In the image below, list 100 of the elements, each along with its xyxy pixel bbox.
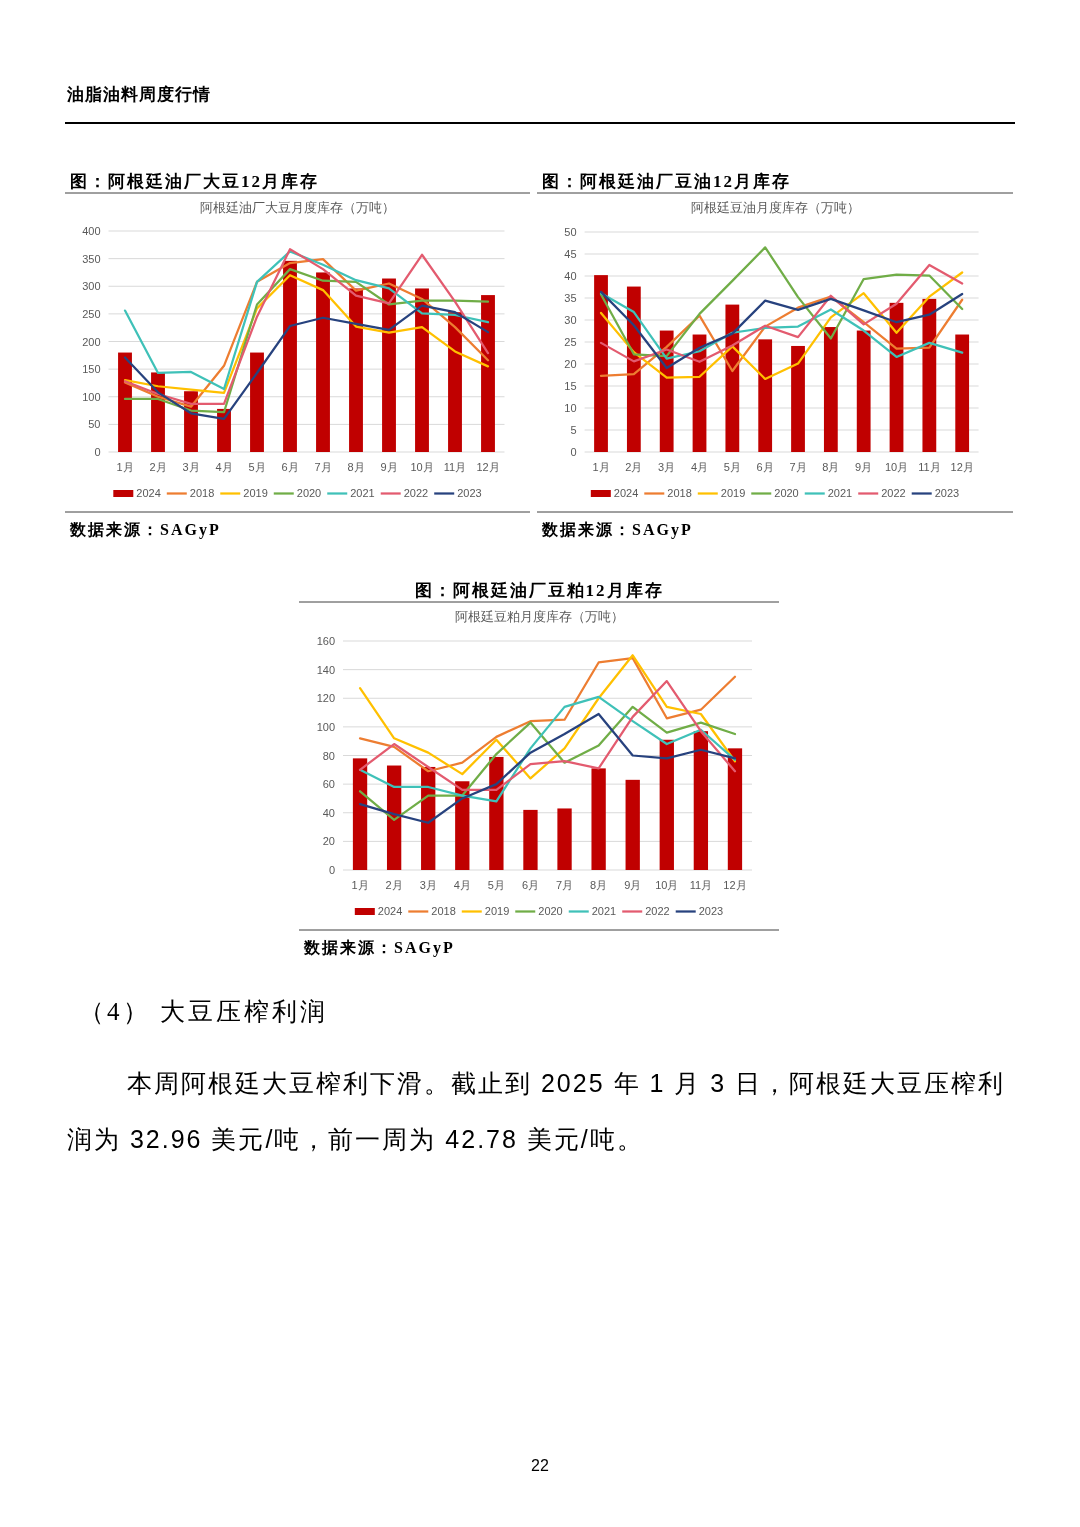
bar — [557, 808, 572, 870]
bar — [693, 731, 709, 870]
chart-subtitle: 阿根廷豆油月度库存（万吨） — [690, 200, 860, 215]
x-tick-label: 11月 — [689, 879, 713, 891]
legend-label: 2018 — [667, 487, 692, 499]
bar — [626, 286, 641, 452]
text: （4） 大豆压榨利润 — [79, 997, 328, 1027]
legend-label: 2019 — [243, 487, 268, 499]
bar — [725, 304, 740, 452]
bar — [448, 312, 462, 452]
x-tick-label: 7月 — [789, 461, 807, 473]
y-tick-label: 35 — [564, 292, 577, 304]
bar — [489, 756, 504, 870]
legend-label: 2022 — [645, 905, 670, 917]
x-tick-label: 1月 — [592, 461, 610, 473]
text: 22 — [530, 1457, 550, 1475]
bar — [758, 339, 773, 452]
y-tick-label: 150 — [82, 363, 101, 376]
bar — [382, 278, 396, 452]
x-tick-label: 1月 — [116, 461, 134, 473]
text: 本周阿根廷大豆榨利下滑。截止到 2025 年 1 月 3 日，阿根廷大豆压榨利润为 32.96 美元/吨，前一周为 42.78 美元/吨。 — [67, 1068, 1007, 1155]
x-tick-label: 8月 — [822, 461, 840, 473]
legend-label: 2024 — [377, 905, 403, 917]
y-tick-label: 20 — [322, 835, 335, 848]
bar — [591, 768, 606, 870]
legend-label: 2018 — [431, 905, 456, 917]
chart-title: 图：阿根廷油厂大豆12月库存 — [70, 172, 319, 191]
y-tick-label: 60 — [322, 778, 335, 791]
chart-subtitle: 阿根廷豆粕月度库存（万吨） — [454, 609, 624, 624]
x-tick-label: 10月 — [884, 461, 909, 473]
bar — [523, 809, 538, 870]
legend-label: 2019 — [720, 487, 746, 499]
bar — [283, 260, 297, 452]
y-tick-label: 15 — [564, 380, 577, 392]
y-tick-label: 140 — [316, 663, 335, 676]
x-tick-label: 6月 — [756, 461, 774, 473]
y-tick-label: 50 — [564, 226, 577, 238]
chart-title: 图：阿根廷油厂豆粕12月库存 — [414, 581, 664, 600]
x-tick-label: 4月 — [690, 461, 709, 473]
bar — [856, 330, 871, 452]
y-tick-label: 0 — [570, 446, 577, 458]
legend-label: 2018 — [189, 487, 215, 499]
source-note: 数据来源：SAGyP — [303, 939, 455, 957]
y-tick-label: 80 — [322, 749, 335, 762]
x-tick-label: 5月 — [487, 879, 505, 891]
y-tick-label: 100 — [316, 720, 335, 733]
x-tick-label: 10月 — [410, 461, 434, 473]
x-tick-label: 8月 — [590, 879, 608, 891]
y-tick-label: 120 — [316, 692, 335, 705]
legend-label: 2023 — [457, 487, 482, 499]
bar — [955, 334, 970, 452]
x-tick-label: 3月 — [658, 461, 676, 473]
x-tick-label: 5月 — [248, 461, 266, 473]
y-tick-label: 0 — [94, 446, 101, 458]
x-tick-label: 12月 — [723, 879, 747, 891]
legend-label: 2024 — [136, 487, 161, 499]
bar — [659, 739, 674, 870]
x-tick-label: 2月 — [625, 461, 643, 473]
bar — [823, 327, 838, 452]
x-tick-label: 8月 — [347, 461, 365, 473]
source-note: 数据来源：SAGyP — [541, 521, 693, 539]
chart-title: 图：阿根廷油厂豆油12月库存 — [542, 172, 791, 191]
bar — [415, 288, 429, 452]
legend-label: 2020 — [774, 487, 799, 499]
x-tick-label: 10月 — [655, 879, 679, 891]
y-tick-label: 350 — [82, 252, 101, 265]
bar — [481, 295, 495, 452]
legend-label: 2023 — [698, 905, 724, 917]
bar — [250, 352, 264, 452]
chart-subtitle: 阿根廷油厂大豆月度库存（万吨） — [200, 200, 395, 215]
x-tick-label: 11月 — [443, 461, 467, 473]
y-tick-label: 10 — [564, 402, 577, 414]
x-tick-label: 7月 — [314, 461, 332, 473]
bar — [316, 272, 330, 452]
bar — [594, 275, 608, 452]
x-tick-label: 4月 — [215, 461, 233, 473]
y-tick-label: 20 — [564, 358, 577, 370]
x-tick-label: 3月 — [419, 879, 437, 891]
bar — [386, 765, 402, 870]
bar — [727, 748, 743, 870]
y-tick-label: 30 — [564, 314, 577, 326]
y-tick-label: 300 — [82, 280, 101, 293]
x-tick-label: 4月 — [453, 879, 471, 891]
legend-label: 2019 — [484, 905, 510, 917]
x-tick-label: 9月 — [855, 461, 873, 473]
legend-label: 2021 — [350, 487, 375, 499]
x-tick-label: 12月 — [476, 461, 500, 473]
y-tick-label: 250 — [82, 307, 101, 320]
x-tick-label: 1月 — [351, 879, 369, 891]
y-tick-label: 45 — [564, 248, 577, 260]
x-tick-label: 11月 — [918, 461, 941, 473]
y-tick-label: 0 — [328, 864, 335, 876]
legend-label: 2020 — [296, 487, 322, 499]
bar — [217, 408, 231, 452]
x-tick-label: 3月 — [182, 461, 200, 473]
x-tick-label: 6月 — [281, 461, 299, 473]
x-tick-label: 2月 — [385, 879, 403, 891]
y-tick-label: 100 — [82, 390, 101, 403]
bar — [352, 758, 368, 870]
bar — [349, 288, 363, 452]
